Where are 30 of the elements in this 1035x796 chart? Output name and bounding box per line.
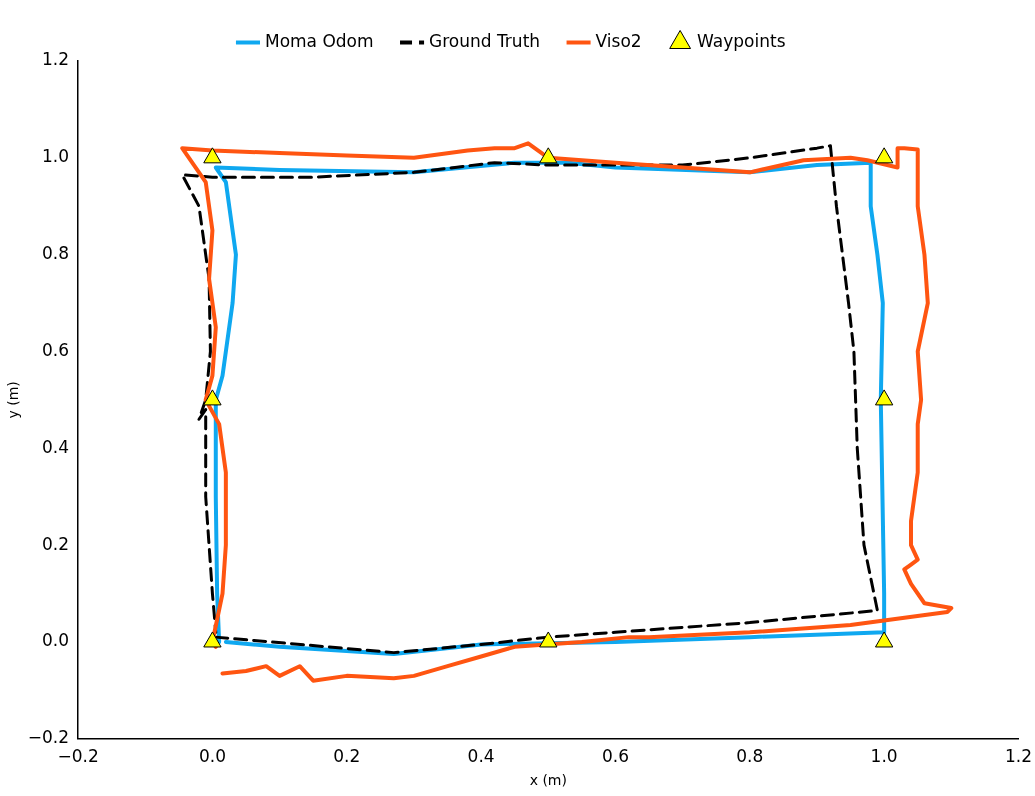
point	[874, 631, 894, 648]
y-tick-label: −0.2	[27, 727, 70, 748]
x-tick-label: 0.6	[601, 746, 629, 767]
x-tick-label: 0.2	[333, 746, 361, 767]
x-tick-label: 0.0	[198, 746, 226, 767]
point	[203, 147, 222, 164]
legend-label: Waypoints	[697, 30, 786, 51]
y-tick-label: 0.2	[42, 533, 70, 554]
y-tick-label: 0.4	[42, 436, 70, 457]
point	[203, 631, 222, 648]
point	[874, 389, 894, 406]
legend-label: Moma Odom	[264, 30, 374, 51]
y-tick-label: 0.0	[42, 630, 70, 651]
x-tick-label: −0.2	[57, 746, 99, 767]
point	[539, 147, 558, 164]
point	[539, 631, 558, 648]
y-tick-label: 0.8	[42, 243, 70, 264]
legend-label: Ground Truth	[429, 30, 541, 51]
x-tick-label: 0.4	[467, 746, 495, 767]
x-axis-title: x (m)	[529, 772, 567, 789]
y-tick-label: 1.2	[42, 49, 70, 70]
y-tick-label: 1.0	[42, 146, 70, 167]
point	[874, 147, 894, 164]
point	[203, 389, 222, 406]
y-axis-title: y (m)	[5, 381, 22, 419]
x-tick-label: 0.8	[736, 746, 764, 767]
legend-label: Viso2	[595, 30, 642, 51]
x-tick-label: 1.0	[870, 746, 898, 767]
x-tick-label: 1.2	[1004, 746, 1033, 767]
y-tick-label: 0.6	[42, 339, 70, 360]
